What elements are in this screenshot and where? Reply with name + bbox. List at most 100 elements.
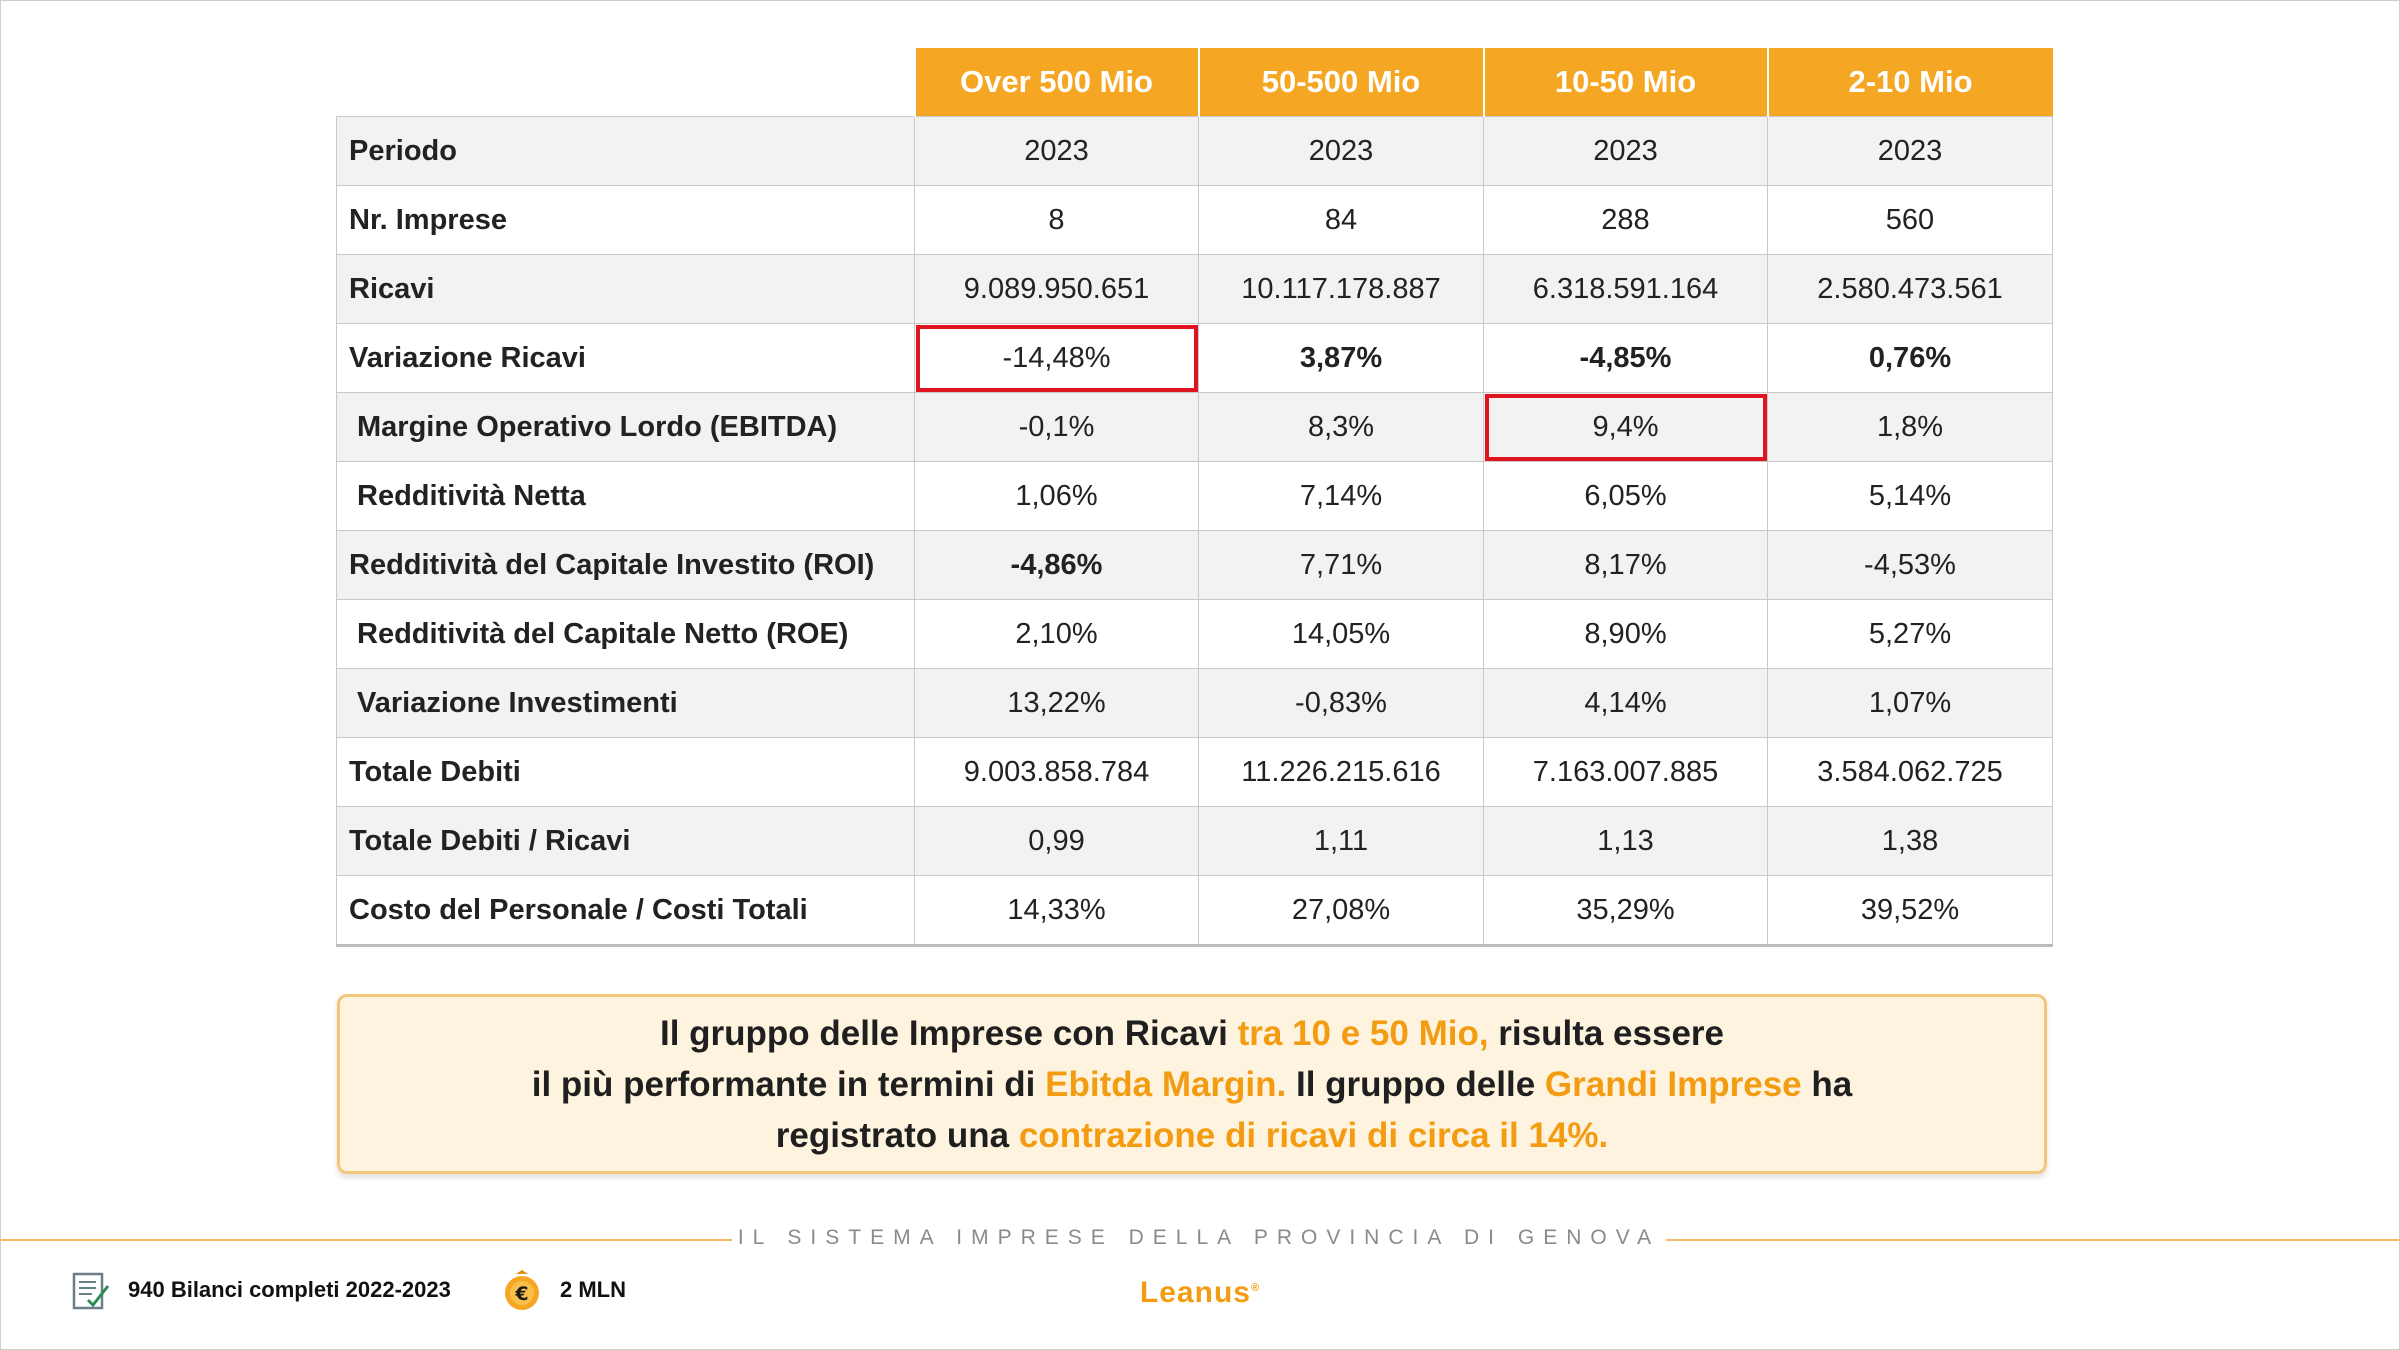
- table-row: Variazione Ricavi -14,48% 3,87% -4,85% 0…: [336, 323, 2053, 393]
- table-cell: 14,05%: [1198, 599, 1484, 669]
- footer-stat-text: 940 Bilanci completi 2022-2023: [128, 1277, 451, 1302]
- registered-mark: ®: [1250, 1282, 1261, 1294]
- table-cell: 13,22%: [914, 668, 1199, 738]
- callout-accent: Grandi Imprese: [1544, 1064, 1802, 1104]
- table-cell: 1,11: [1198, 806, 1484, 876]
- footer-rule-right: [1666, 1239, 2400, 1241]
- footer-title: IL SISTEMA IMPRESE DELLA PROVINCIA DI GE…: [737, 1226, 1661, 1249]
- table-cell: 2.580.473.561: [1767, 254, 2053, 324]
- table-cell: -4,53%: [1767, 530, 2053, 600]
- document-check-icon: [72, 1272, 110, 1310]
- table-cell: 1,07%: [1767, 668, 2053, 738]
- row-label: Nr. Imprese: [336, 185, 915, 255]
- table-row: Nr. Imprese 8 84 288 560: [336, 185, 2053, 255]
- table-cell: 5,14%: [1767, 461, 2053, 531]
- callout-text: il più performante in termini di: [531, 1064, 1046, 1104]
- table-cell: 8,3%: [1198, 392, 1484, 462]
- table-row: Ricavi 9.089.950.651 10.117.178.887 6.31…: [336, 254, 2053, 324]
- callout-line: registrato una contrazione di ricavi di …: [776, 1110, 1609, 1161]
- table-cell: 27,08%: [1198, 875, 1484, 947]
- financial-table: Over 500 Mio 50-500 Mio 10-50 Mio 2-10 M…: [336, 48, 2053, 947]
- table-cell: 14,33%: [914, 875, 1199, 947]
- row-label: Totale Debiti: [336, 737, 915, 807]
- table-row: Redditività del Capitale Investito (ROI)…: [336, 530, 2053, 600]
- highlighted-cell: -14,48%: [914, 323, 1199, 393]
- highlighted-cell: 9,4%: [1483, 392, 1768, 462]
- row-label: Totale Debiti / Ricavi: [336, 806, 915, 876]
- row-label: Margine Operativo Lordo (EBITDA): [336, 392, 915, 462]
- footer-stat-mln: € 2 MLN: [500, 1268, 626, 1312]
- table-corner: [337, 48, 915, 117]
- table-cell: 8: [914, 185, 1199, 255]
- table-row: Redditività Netta 1,06% 7,14% 6,05% 5,14…: [336, 461, 2053, 531]
- table-cell: 1,13: [1483, 806, 1768, 876]
- row-label: Ricavi: [336, 254, 915, 324]
- table-cell: 7.163.007.885: [1483, 737, 1768, 807]
- row-label: Redditività del Capitale Investito (ROI): [336, 530, 915, 600]
- table-cell: 8,17%: [1483, 530, 1768, 600]
- table-cell: 0,99: [914, 806, 1199, 876]
- table-header-row: Over 500 Mio 50-500 Mio 10-50 Mio 2-10 M…: [337, 48, 2053, 117]
- row-label: Variazione Investimenti: [336, 668, 915, 738]
- table-row: Margine Operativo Lordo (EBITDA) -0,1% 8…: [336, 392, 2053, 462]
- column-header: 2-10 Mio: [1766, 48, 2053, 117]
- table-cell: 1,06%: [914, 461, 1199, 531]
- table-row: Periodo 2023 2023 2023 2023: [336, 116, 2053, 186]
- table-cell: 7,14%: [1198, 461, 1484, 531]
- table-cell: 2023: [914, 116, 1199, 186]
- table-cell: 9.003.858.784: [914, 737, 1199, 807]
- table-cell: 1,8%: [1767, 392, 2053, 462]
- callout-accent: tra 10 e 50 Mio,: [1237, 1013, 1489, 1053]
- table-cell: 0,76%: [1767, 323, 2053, 393]
- table-cell: 7,71%: [1198, 530, 1484, 600]
- row-label: Periodo: [336, 116, 915, 186]
- row-label: Costo del Personale / Costi Totali: [336, 875, 915, 947]
- table-cell: 11.226.215.616: [1198, 737, 1484, 807]
- logo-text: Leanus: [1139, 1276, 1251, 1309]
- column-header: 50-500 Mio: [1197, 48, 1484, 117]
- callout-line: Il gruppo delle Imprese con Ricavi tra 1…: [660, 1008, 1724, 1059]
- table-row: Costo del Personale / Costi Totali 14,33…: [336, 875, 2053, 947]
- euro-coin-icon: €: [505, 1270, 539, 1310]
- callout-accent: Ebitda Margin.: [1045, 1064, 1287, 1104]
- callout-text: registrato una: [775, 1115, 1019, 1155]
- table-cell: 3,87%: [1198, 323, 1484, 393]
- row-label: Variazione Ricavi: [336, 323, 915, 393]
- table-cell: 2023: [1198, 116, 1484, 186]
- table-cell: 4,14%: [1483, 668, 1768, 738]
- table-cell: -0,1%: [914, 392, 1199, 462]
- row-label: Redditività Netta: [336, 461, 915, 531]
- table-cell: 6,05%: [1483, 461, 1768, 531]
- callout-accent: contrazione di ricavi di circa il 14%.: [1018, 1115, 1609, 1155]
- leanus-logo: Leanus®: [1100, 1276, 1300, 1310]
- callout-text: risulta essere: [1488, 1013, 1725, 1053]
- table-cell: 39,52%: [1767, 875, 2053, 947]
- table-cell: -0,83%: [1198, 668, 1484, 738]
- table-cell: 84: [1198, 185, 1484, 255]
- table-cell: 8,90%: [1483, 599, 1768, 669]
- table-cell: 2023: [1767, 116, 2053, 186]
- table-cell: 288: [1483, 185, 1768, 255]
- row-label: Redditività del Capitale Netto (ROE): [336, 599, 915, 669]
- svg-text:€: €: [514, 1283, 528, 1305]
- table-row: Totale Debiti 9.003.858.784 11.226.215.6…: [336, 737, 2053, 807]
- table-cell: 10.117.178.887: [1198, 254, 1484, 324]
- table-cell: 35,29%: [1483, 875, 1768, 947]
- callout-line: il più performante in termini di Ebitda …: [532, 1059, 1852, 1110]
- table-cell: 2023: [1483, 116, 1768, 186]
- column-header: 10-50 Mio: [1482, 48, 1768, 117]
- footer-stat-bilanci: 940 Bilanci completi 2022-2023: [68, 1268, 451, 1312]
- table-cell: 6.318.591.164: [1483, 254, 1768, 324]
- table-row: Totale Debiti / Ricavi 0,99 1,11 1,13 1,…: [336, 806, 2053, 876]
- table-cell: 9.089.950.651: [914, 254, 1199, 324]
- callout-text: Il gruppo delle: [1286, 1064, 1545, 1104]
- table-cell: -4,86%: [914, 530, 1199, 600]
- table-cell: 5,27%: [1767, 599, 2053, 669]
- callout-text: Il gruppo delle Imprese con Ricavi: [659, 1013, 1238, 1053]
- table-cell: 560: [1767, 185, 2053, 255]
- footer-rule-left: [0, 1239, 732, 1241]
- table-cell: 3.584.062.725: [1767, 737, 2053, 807]
- table-cell: 2,10%: [914, 599, 1199, 669]
- footer-stat-text: 2 MLN: [560, 1277, 626, 1302]
- table-row: Redditività del Capitale Netto (ROE) 2,1…: [336, 599, 2053, 669]
